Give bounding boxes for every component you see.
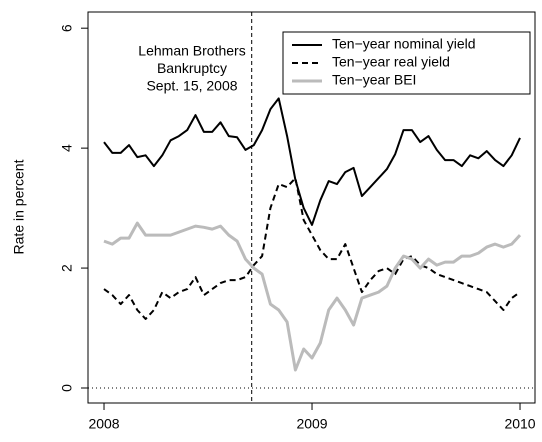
y-tick-label: 2 xyxy=(59,264,75,272)
legend-box xyxy=(282,31,531,95)
series-line xyxy=(103,97,521,226)
legend-label: Ten−year BEI xyxy=(332,72,416,88)
x-tick-label: 2010 xyxy=(504,416,535,432)
x-tick-label: 2009 xyxy=(296,416,327,432)
plot-frame xyxy=(87,11,536,404)
annotation: Sept. 15, 2008 xyxy=(146,78,237,94)
x-tick-label: 2008 xyxy=(88,416,119,432)
legend-label: Ten−year nominal yield xyxy=(332,36,476,52)
series-line xyxy=(103,177,521,320)
y-tick-label: 6 xyxy=(59,24,75,32)
legend-label: Ten−year real yield xyxy=(332,54,450,70)
y-tick-label: 0 xyxy=(59,384,75,392)
y-axis-label: Rate in percent xyxy=(11,159,27,254)
series-line xyxy=(103,221,522,372)
y-tick-label: 4 xyxy=(59,144,75,152)
annotation: Bankruptcy xyxy=(157,60,227,76)
annotation: Lehman Brothers xyxy=(138,43,245,59)
